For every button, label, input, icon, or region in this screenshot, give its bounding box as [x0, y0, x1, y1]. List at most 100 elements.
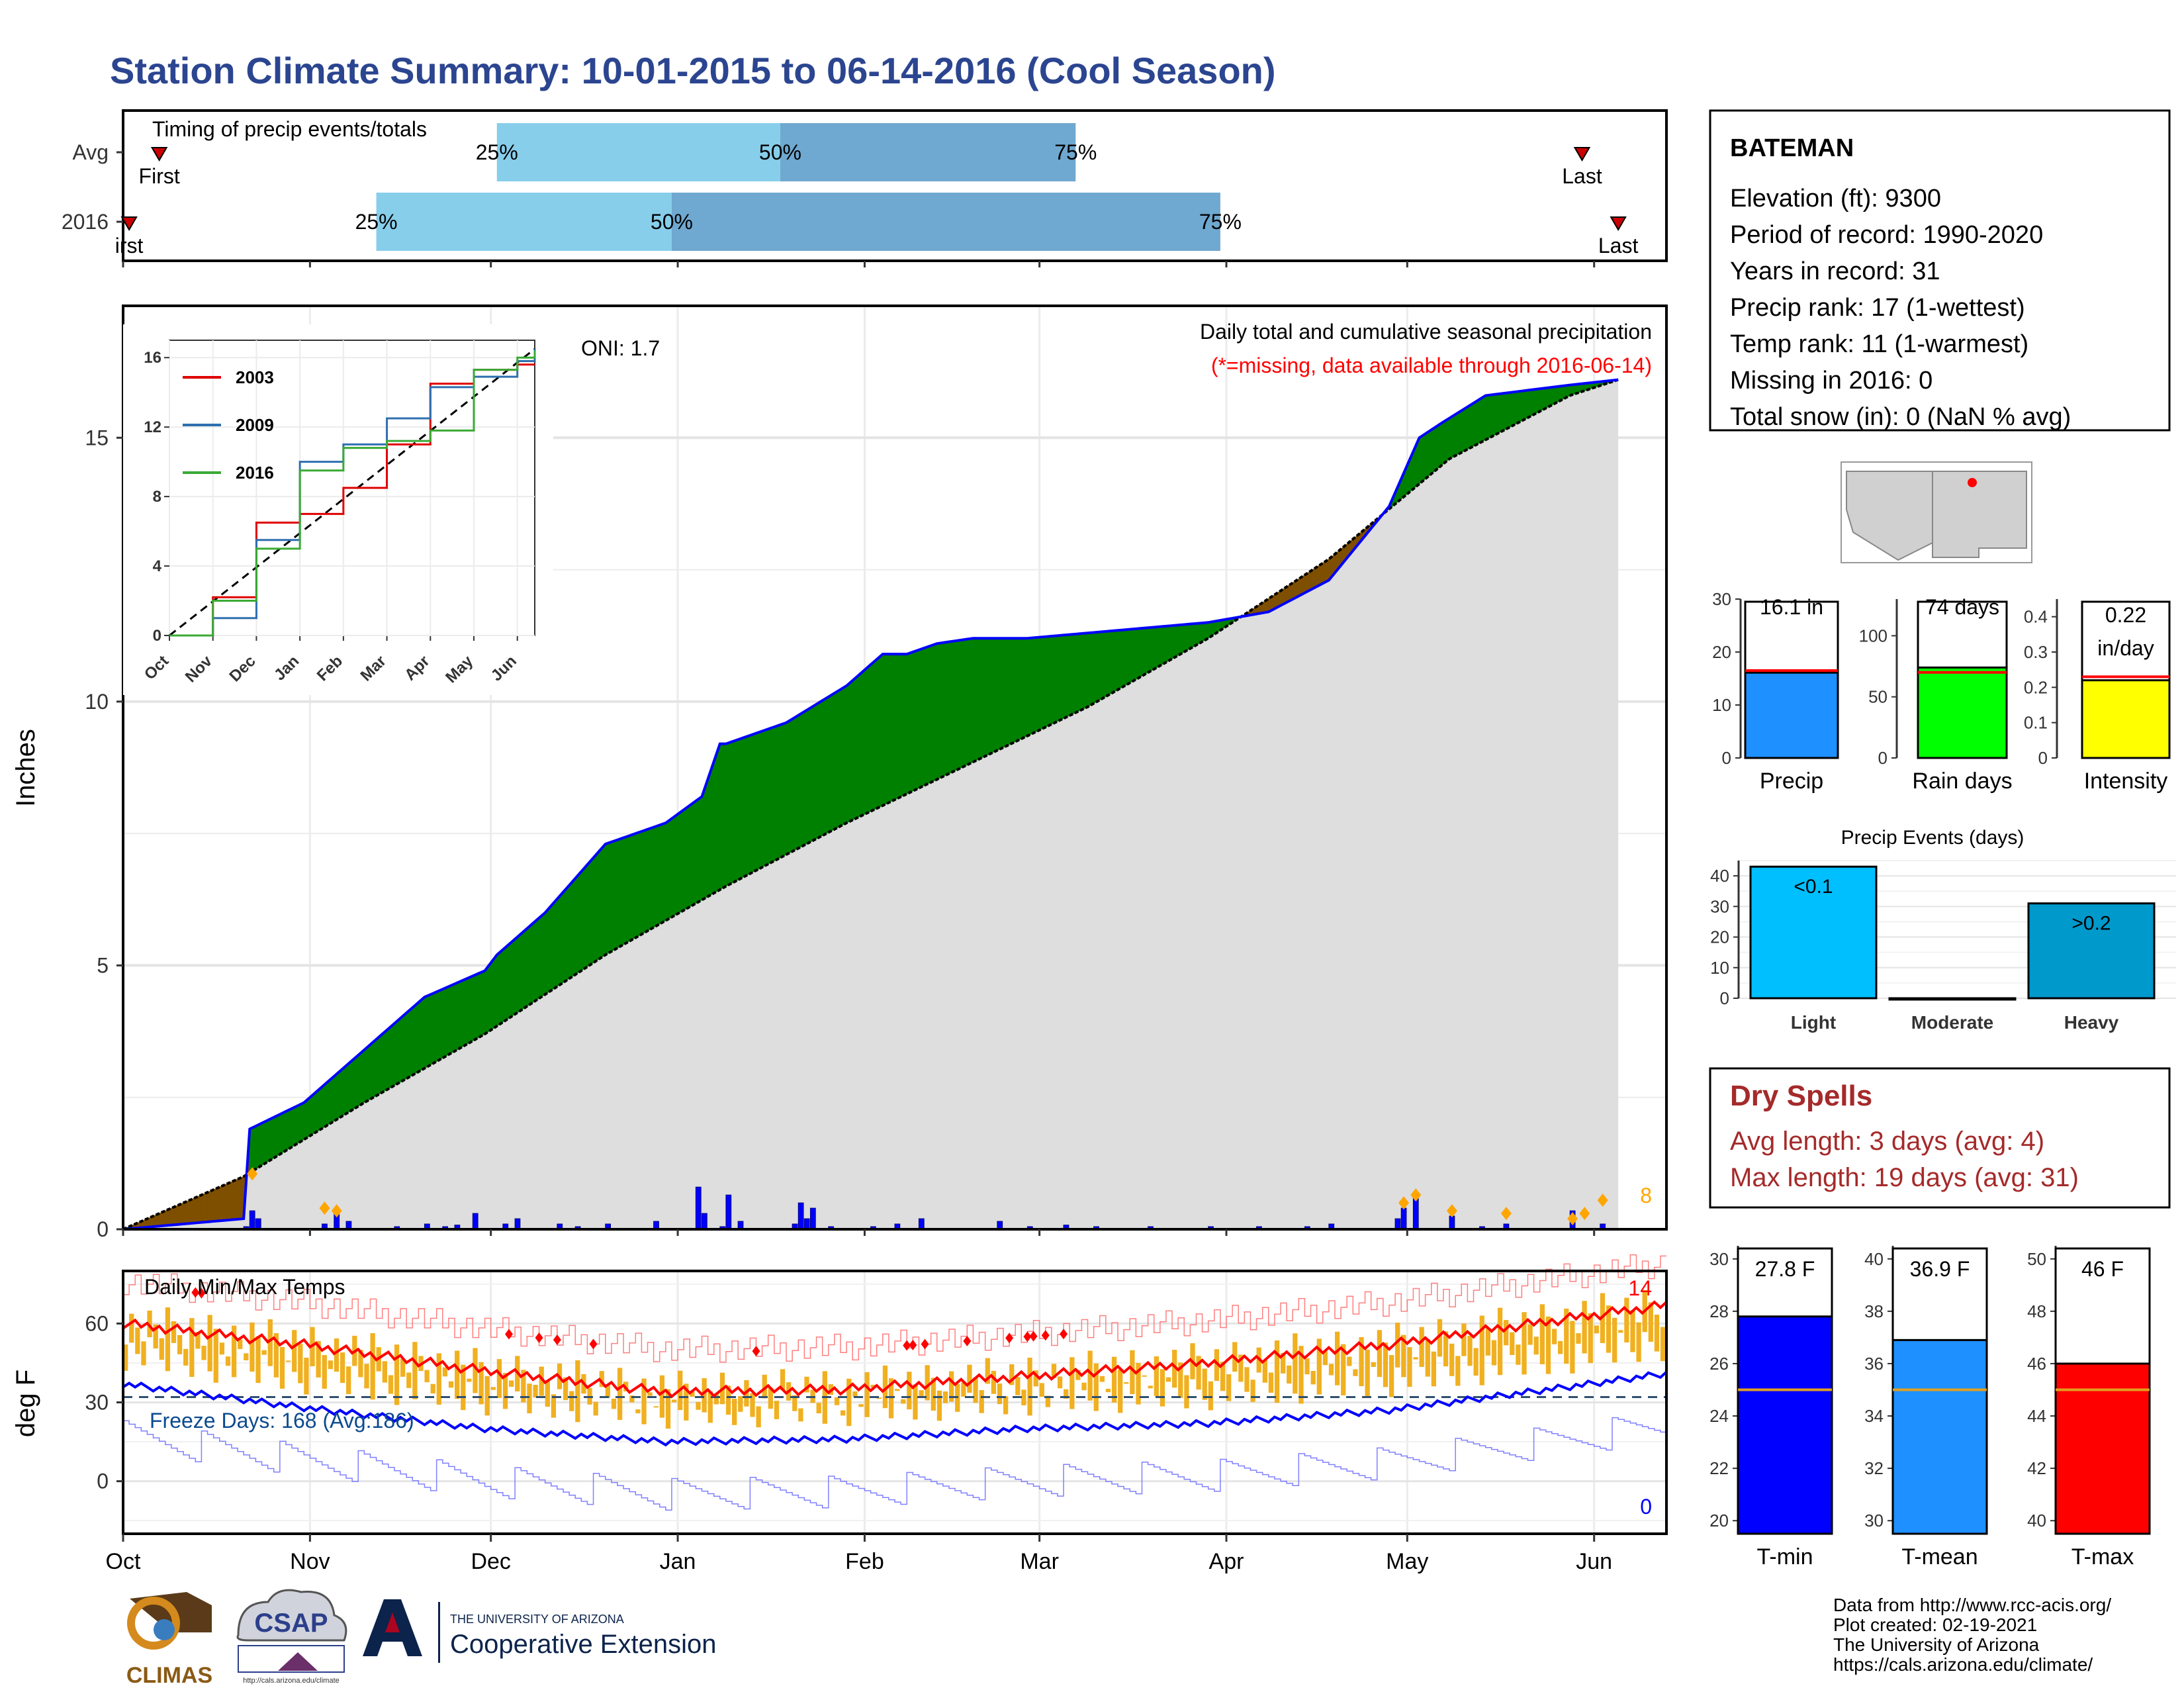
inset-ytick-label: 8 — [153, 488, 161, 506]
daily-temp-bar — [1516, 1344, 1521, 1365]
daily-temp-bar — [804, 1376, 809, 1393]
mini-chart-ytick-label: 48 — [2027, 1301, 2046, 1321]
daily-temp-bar — [370, 1333, 375, 1400]
daily-temp-bar — [1178, 1362, 1183, 1398]
mini-chart-value-label: 27.8 F — [1755, 1257, 1815, 1281]
daily-temp-bar — [936, 1390, 942, 1421]
daily-temp-bar — [171, 1321, 177, 1343]
daily-temp-bar — [1648, 1302, 1653, 1342]
ua-big-text: Cooperative Extension — [450, 1630, 716, 1659]
event-marker — [1446, 1204, 1457, 1218]
precip-plot — [122, 378, 1619, 1231]
event-marker — [1567, 1212, 1578, 1226]
daily-temp-bar — [1425, 1339, 1430, 1377]
above-average-region — [942, 641, 950, 777]
above-average-region — [406, 1007, 413, 1080]
above-average-region — [906, 651, 913, 795]
events-bar — [1888, 997, 2017, 1001]
temp-y-axis: 0 30 60 — [85, 1311, 123, 1493]
mini-charts: 0 10 20 30 Precip 16.1 in 0 50 100 Rain days 74 da… — [1712, 589, 2171, 794]
above-average-region — [985, 637, 992, 757]
above-average-region — [303, 1096, 310, 1141]
above-average-region — [1087, 632, 1095, 708]
events-bar — [1749, 865, 1878, 1000]
month-axis: Oct Nov Dec Jan Feb Mar Apr May Jun — [106, 1534, 1612, 1574]
daily-temp-bar — [1304, 1358, 1310, 1375]
daily-temp-bar — [484, 1376, 490, 1416]
above-average-region — [870, 658, 878, 812]
daily-temp-bar — [328, 1360, 334, 1370]
daily-temp-bar — [478, 1362, 484, 1405]
above-average-region — [508, 938, 516, 1019]
daily-temp-bar — [671, 1399, 677, 1403]
mini-chart-title: T-max — [2071, 1544, 2134, 1570]
above-average-region — [514, 933, 522, 1015]
daily-temp-bar — [1124, 1382, 1129, 1384]
mini-chart-value-label: 36.9 F — [1910, 1257, 1970, 1281]
daily-temp-bar — [1485, 1328, 1491, 1356]
above-average-region — [1515, 391, 1522, 425]
record-marker — [553, 1335, 561, 1346]
above-average-region — [369, 1038, 377, 1100]
daily-temp-bar — [684, 1383, 689, 1421]
above-average-region — [689, 800, 696, 908]
station-line: Total snow (in): 0 (NaN % avg) — [1730, 403, 2071, 431]
above-average-region — [659, 822, 666, 925]
daily-temp-bar — [1322, 1351, 1328, 1366]
climas-swirl — [127, 1597, 180, 1650]
daily-temp-bar — [394, 1344, 400, 1405]
above-average-region — [1081, 632, 1088, 711]
daily-temp-bar — [201, 1346, 206, 1360]
daily-temp-bar — [979, 1389, 984, 1413]
record-marker — [505, 1329, 513, 1340]
above-average-region — [400, 1012, 407, 1083]
precip-ylabel: Inches — [11, 729, 40, 807]
daily-temp-bar — [870, 1385, 876, 1388]
event-marker — [331, 1204, 342, 1218]
mini-chart-title: T-mean — [1901, 1544, 1978, 1570]
daily-temp-bar — [659, 1375, 665, 1418]
above-average-region — [1479, 395, 1486, 444]
daily-temp-bar — [1533, 1336, 1539, 1355]
daily-temp-bar — [1118, 1369, 1123, 1413]
csap-mountain — [278, 1652, 318, 1671]
daily-temp-bar — [635, 1409, 641, 1414]
above-average-region — [713, 743, 721, 894]
event-marker — [1398, 1196, 1410, 1210]
source-line: Data from http://www.rcc-acis.org/ — [1833, 1595, 2111, 1615]
mini-chart-value-label: 74 days — [1925, 595, 1999, 619]
above-average-region — [653, 824, 660, 928]
above-average-region — [1527, 389, 1535, 418]
daily-temp-bar — [135, 1327, 140, 1354]
record-marker — [197, 1288, 206, 1299]
daily-temp-bar — [725, 1385, 731, 1415]
above-average-region — [1461, 406, 1468, 453]
daily-temp-bar — [738, 1395, 743, 1412]
daily-temp-bar — [1588, 1313, 1593, 1364]
temp-ytick-label: 30 — [85, 1391, 109, 1415]
above-average-region — [1129, 628, 1136, 684]
daily-temp-bar — [1383, 1342, 1388, 1387]
above-average-region — [1160, 626, 1167, 667]
station-marker — [1968, 478, 1977, 487]
source-line: https://cals.arizona.edu/climate/ — [1833, 1654, 2093, 1675]
daily-temp-bar — [147, 1310, 152, 1338]
above-average-region — [273, 1113, 281, 1159]
above-average-region — [918, 647, 926, 789]
mini-chart-title: T-min — [1757, 1544, 1813, 1570]
daily-temp-bar — [647, 1392, 653, 1396]
mini-chart-ytick-label: 50 — [1868, 687, 1888, 707]
above-average-region — [430, 991, 437, 1066]
above-average-region — [635, 831, 642, 939]
daily-temp-bar — [1220, 1362, 1226, 1391]
mini-chart-ytick-label: 20 — [1712, 642, 1731, 662]
daily-temp-bar — [1081, 1382, 1087, 1391]
events-bar-label: <0.1 — [1794, 876, 1833, 898]
station-line: Precip rank: 17 (1-wettest) — [1730, 294, 2025, 322]
event-marker — [319, 1201, 330, 1215]
daily-temp-bar — [298, 1344, 303, 1383]
daily-temp-bar — [177, 1335, 183, 1354]
timing-percent-label: 75% — [1199, 210, 1242, 234]
timing-bar-50-75 — [780, 123, 1076, 181]
above-average-region — [972, 637, 980, 763]
